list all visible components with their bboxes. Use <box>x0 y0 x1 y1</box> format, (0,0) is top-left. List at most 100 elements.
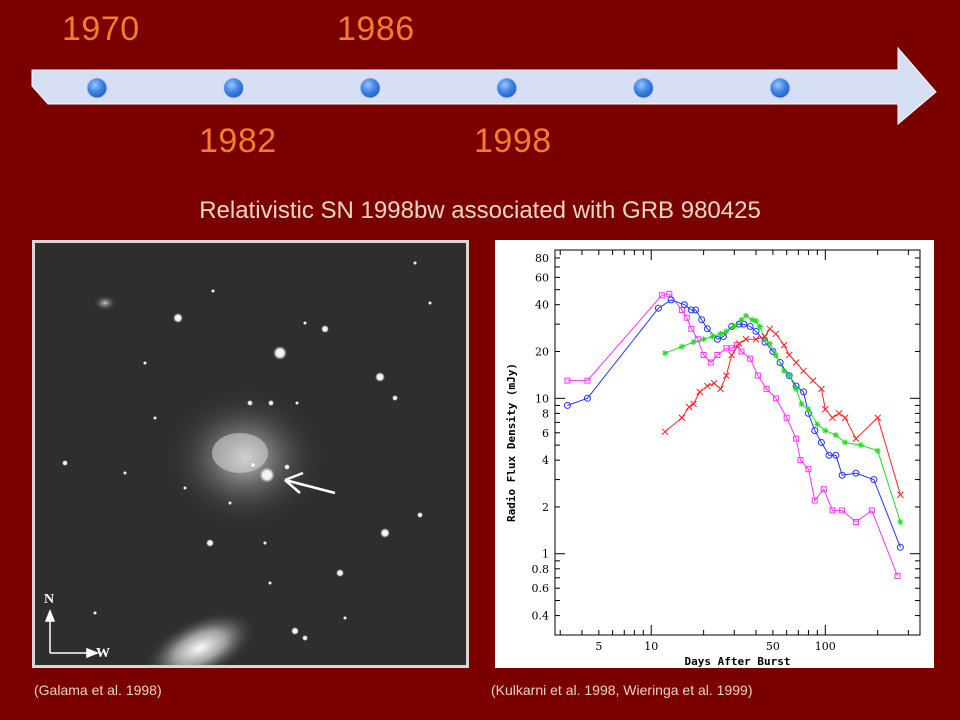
data-point <box>786 372 793 379</box>
data-point <box>754 372 761 379</box>
data-point <box>805 466 812 473</box>
data-point <box>714 351 721 358</box>
data-point <box>709 333 716 340</box>
data-point <box>698 316 706 324</box>
y-tick-label: 80 <box>535 252 549 265</box>
y-tick-label: 6 <box>542 427 549 440</box>
star-point <box>303 321 307 325</box>
data-point <box>761 336 768 343</box>
data-point <box>772 395 779 402</box>
data-point <box>835 410 843 417</box>
x-tick-label: 10 <box>644 640 658 653</box>
data-point <box>841 414 849 422</box>
compass-icon <box>44 608 100 659</box>
data-point <box>690 339 697 346</box>
data-point <box>583 394 591 402</box>
data-point <box>839 507 846 514</box>
y-tick-label: 2 <box>542 501 549 514</box>
data-point <box>685 403 693 411</box>
y-tick-label: 8 <box>542 407 549 420</box>
data-point <box>857 442 864 449</box>
data-point <box>792 359 800 366</box>
data-point <box>728 351 736 359</box>
data-point <box>692 306 700 314</box>
data-point <box>829 414 836 422</box>
x-axis-label: Days After Burst <box>685 655 791 668</box>
timeline-dot <box>359 77 381 99</box>
data-point <box>738 316 745 323</box>
y-tick-label: 20 <box>535 346 549 359</box>
data-point <box>793 435 800 442</box>
data-point <box>811 427 819 435</box>
data-point <box>800 367 807 375</box>
series-line <box>664 328 901 495</box>
data-point <box>832 451 840 459</box>
data-point <box>798 400 805 407</box>
data-point <box>805 406 812 413</box>
data-point <box>870 476 878 484</box>
year-label-1986: 1986 <box>337 10 415 48</box>
star-point <box>250 462 256 468</box>
data-point <box>584 377 591 384</box>
y-tick-label: 10 <box>535 392 549 405</box>
data-point <box>780 341 788 349</box>
data-point <box>667 296 675 304</box>
data-point <box>822 427 829 434</box>
data-point <box>852 435 860 443</box>
data-point <box>825 451 833 459</box>
data-point <box>678 306 685 313</box>
data-point <box>781 367 788 374</box>
galaxy-field-photo: N W <box>35 243 466 665</box>
data-point <box>722 372 730 379</box>
data-point <box>752 335 760 343</box>
y-tick-label: 60 <box>535 271 549 284</box>
series-square <box>564 290 901 579</box>
data-point <box>717 385 724 393</box>
star-point <box>343 616 347 620</box>
data-point <box>811 497 818 504</box>
year-label-1982: 1982 <box>199 122 277 160</box>
star-point <box>228 501 232 505</box>
right-caption: (Kulkarni et al. 1998, Wieringa et al. 1… <box>491 682 753 698</box>
data-point <box>658 292 665 299</box>
data-point <box>717 330 724 337</box>
data-point <box>678 343 685 350</box>
x-tick-label: 100 <box>815 640 836 653</box>
y-tick-label: 0.4 <box>532 610 550 623</box>
series-line <box>664 315 901 523</box>
data-point <box>678 414 686 422</box>
data-point <box>703 325 711 333</box>
data-point <box>793 385 800 392</box>
data-point <box>897 519 904 526</box>
data-point <box>753 317 760 324</box>
timeline-dot <box>632 77 654 99</box>
star-point <box>173 313 183 323</box>
star-point <box>183 486 187 490</box>
data-point <box>654 304 662 312</box>
data-point <box>694 336 701 343</box>
data-point <box>696 388 704 396</box>
data-point <box>874 447 881 454</box>
data-point <box>763 385 770 392</box>
data-point <box>838 471 846 479</box>
compass-north-label: N <box>44 592 54 607</box>
x-tick-label: 5 <box>595 640 602 653</box>
star-point <box>143 361 147 365</box>
data-point <box>687 306 695 314</box>
data-point <box>688 325 695 332</box>
data-point <box>683 314 690 321</box>
series-star <box>662 312 904 526</box>
timeline-dot <box>86 77 108 99</box>
data-point <box>832 432 839 439</box>
timeline-arrow <box>31 46 937 126</box>
data-point <box>785 351 793 359</box>
star-point <box>428 301 432 305</box>
data-point <box>723 328 730 335</box>
radio-lightcurve-chart: 5 10 50 100 0.4 0.6 0.8 1 2 4 6 8 10 20 40 60 80 Days Aft… <box>495 240 934 668</box>
data-point <box>814 421 821 428</box>
chart-svg: 5 10 50 100 0.4 0.6 0.8 1 2 4 6 8 10 20 40 60 80 Days Aft… <box>505 249 921 668</box>
year-label-1998: 1998 <box>474 122 552 160</box>
data-point <box>728 345 735 352</box>
star-point <box>417 512 423 518</box>
data-point <box>742 312 749 319</box>
